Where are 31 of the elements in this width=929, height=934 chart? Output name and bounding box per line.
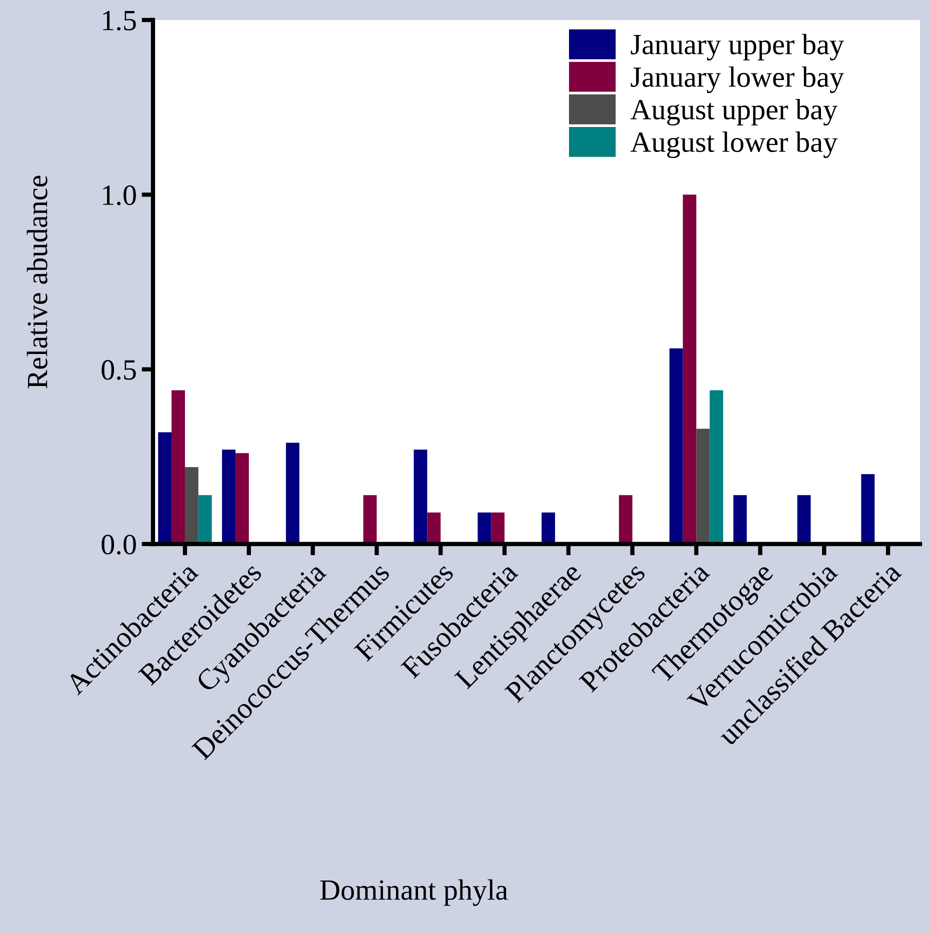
x-axis-title: Dominant phyla: [320, 879, 508, 906]
bar: [363, 495, 377, 544]
legend-label: August lower bay: [630, 132, 838, 158]
bar: [542, 512, 556, 544]
bar: [427, 512, 441, 544]
bar: [491, 512, 505, 544]
legend-label: January lower bay: [630, 66, 844, 93]
legend-label: January upper bay: [630, 34, 844, 60]
bar: [235, 453, 249, 544]
bar: [696, 428, 710, 544]
bar: [158, 432, 172, 544]
bar: [198, 495, 212, 544]
y-tick-label: 0.5: [102, 360, 136, 380]
bar: [861, 474, 875, 544]
bar: [184, 467, 198, 544]
bar: [682, 194, 696, 544]
bar: [414, 450, 428, 544]
y-axis-title: Relative abudance: [26, 176, 48, 388]
y-tick-label: 1.5: [103, 10, 136, 31]
bar: [478, 512, 492, 544]
bar: [669, 348, 683, 544]
y-tick-label: 0.0: [102, 534, 136, 555]
bar: [172, 390, 185, 544]
bar: [286, 442, 300, 544]
bar: [618, 495, 632, 544]
bar: [797, 495, 811, 544]
bar: [222, 450, 236, 544]
bar: [710, 390, 724, 544]
legend-label: August upper bay: [630, 98, 838, 126]
bar: [733, 495, 747, 544]
y-tick-label: 1.0: [103, 185, 136, 206]
